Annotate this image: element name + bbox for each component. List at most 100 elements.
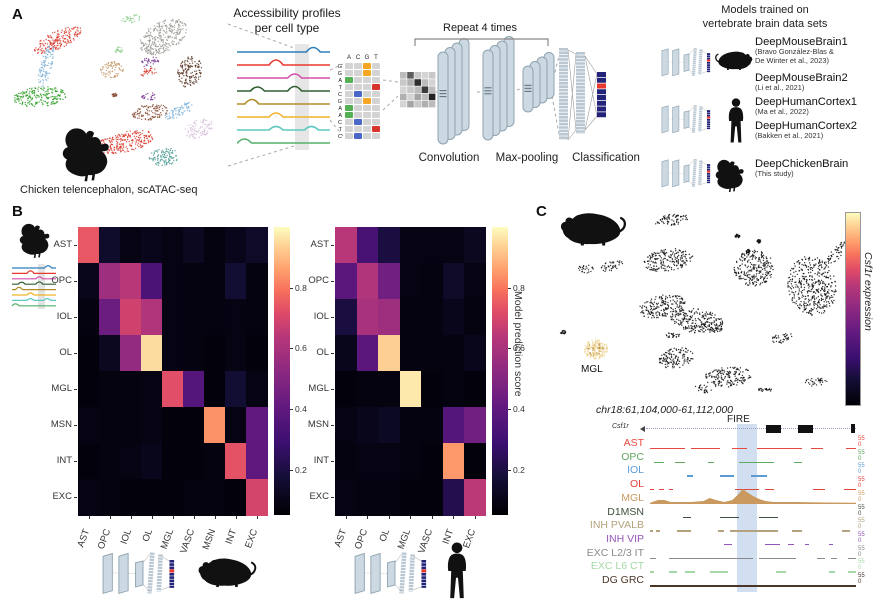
model-citation: (This study) xyxy=(755,169,794,178)
umap-point xyxy=(583,271,585,274)
umap-point xyxy=(704,391,706,394)
umap-point xyxy=(705,321,707,323)
umap-point xyxy=(125,133,127,135)
umap-point xyxy=(165,162,168,164)
umap-point xyxy=(37,90,39,92)
stage-label-convolution: Convolution xyxy=(418,152,480,164)
umap-point xyxy=(683,262,685,265)
heatmap-ylabel: MSN xyxy=(307,419,329,430)
umap-point xyxy=(706,318,709,320)
track-scale-min: 0 xyxy=(858,510,862,517)
umap-point xyxy=(685,214,687,217)
umap-point xyxy=(46,54,49,56)
umap-point xyxy=(598,346,601,349)
umap-point xyxy=(39,75,41,77)
umap-point xyxy=(818,378,820,381)
umap-point xyxy=(807,268,809,271)
umap-point xyxy=(759,266,761,268)
umap-point xyxy=(719,370,722,373)
umap-point xyxy=(823,301,825,303)
umap-point xyxy=(45,96,47,98)
umap-point xyxy=(152,115,154,118)
umap-point xyxy=(165,107,168,109)
umap-point xyxy=(44,73,47,75)
heatmap-cell xyxy=(378,407,400,444)
umap-point xyxy=(127,135,129,138)
track-signal-dash xyxy=(732,448,747,450)
model-item: DeepMouseBrain1 (Bravo González-Blas & De … xyxy=(755,36,886,66)
model-item: DeepChickenBrain (This study) xyxy=(755,158,886,179)
umap-point xyxy=(585,265,587,268)
accessibility-trace-mini xyxy=(11,303,56,307)
umap-point xyxy=(18,98,20,101)
umap-point xyxy=(681,256,683,259)
umap-point xyxy=(684,261,686,263)
umap-point xyxy=(720,377,723,379)
umap-point xyxy=(20,99,22,101)
umap-point xyxy=(58,35,60,38)
umap-point xyxy=(691,255,694,257)
track-label-opc: OPC xyxy=(621,450,644,463)
umap-point xyxy=(702,327,704,330)
umap-point xyxy=(139,108,141,110)
umap-point xyxy=(720,329,722,331)
umap-point xyxy=(161,152,163,154)
umap-point xyxy=(759,271,761,273)
umap-cluster xyxy=(140,67,157,77)
umap-point xyxy=(653,308,655,310)
umap-point xyxy=(185,82,188,84)
umap-point xyxy=(733,367,735,370)
umap-point xyxy=(764,263,766,265)
umap-point xyxy=(180,112,183,114)
umap-point xyxy=(741,253,743,255)
umap-point xyxy=(755,267,758,269)
umap-point xyxy=(34,103,37,105)
umap-point xyxy=(205,134,207,136)
accessibility-trace xyxy=(237,73,330,79)
umap-point xyxy=(657,257,659,260)
umap-point xyxy=(722,373,725,375)
umap-point xyxy=(739,258,741,260)
umap-point xyxy=(44,63,46,66)
umap-point xyxy=(811,283,813,285)
umap-point xyxy=(718,324,721,327)
colorbar-tick-mark xyxy=(508,469,511,471)
umap-point xyxy=(113,147,115,149)
umap-point xyxy=(800,280,803,282)
umap-point xyxy=(135,111,137,114)
umap-point xyxy=(601,342,603,345)
umap-cluster xyxy=(139,18,187,56)
umap-point xyxy=(658,359,661,361)
umap-point xyxy=(720,375,723,377)
seq-cell xyxy=(345,119,353,125)
umap-point xyxy=(143,139,146,142)
umap-point xyxy=(658,357,661,360)
umap-point xyxy=(677,254,680,257)
umap-point xyxy=(814,272,816,275)
umap-point xyxy=(193,129,196,132)
umap-point xyxy=(157,164,160,167)
umap-point xyxy=(117,46,119,49)
umap-point xyxy=(23,92,25,95)
umap-point xyxy=(670,268,673,271)
umap-point xyxy=(57,97,59,99)
umap-point xyxy=(824,286,826,288)
umap-point xyxy=(808,283,810,286)
heatmap-cell xyxy=(141,407,163,444)
umap-point xyxy=(141,46,143,49)
umap-point xyxy=(148,43,150,46)
umap-point xyxy=(641,310,643,313)
umap-point xyxy=(152,48,155,50)
umap-point xyxy=(681,301,683,304)
umap-point xyxy=(43,70,45,73)
umap-point xyxy=(581,270,584,273)
umap-point xyxy=(122,70,124,72)
umap-point xyxy=(733,373,735,375)
umap-cluster xyxy=(745,248,751,254)
umap-point xyxy=(681,254,683,257)
track-scale-min: 0 xyxy=(858,496,862,503)
heatmap-cell xyxy=(225,443,247,480)
umap-point xyxy=(823,289,826,291)
umap-point xyxy=(738,372,741,375)
umap-point xyxy=(129,130,132,132)
